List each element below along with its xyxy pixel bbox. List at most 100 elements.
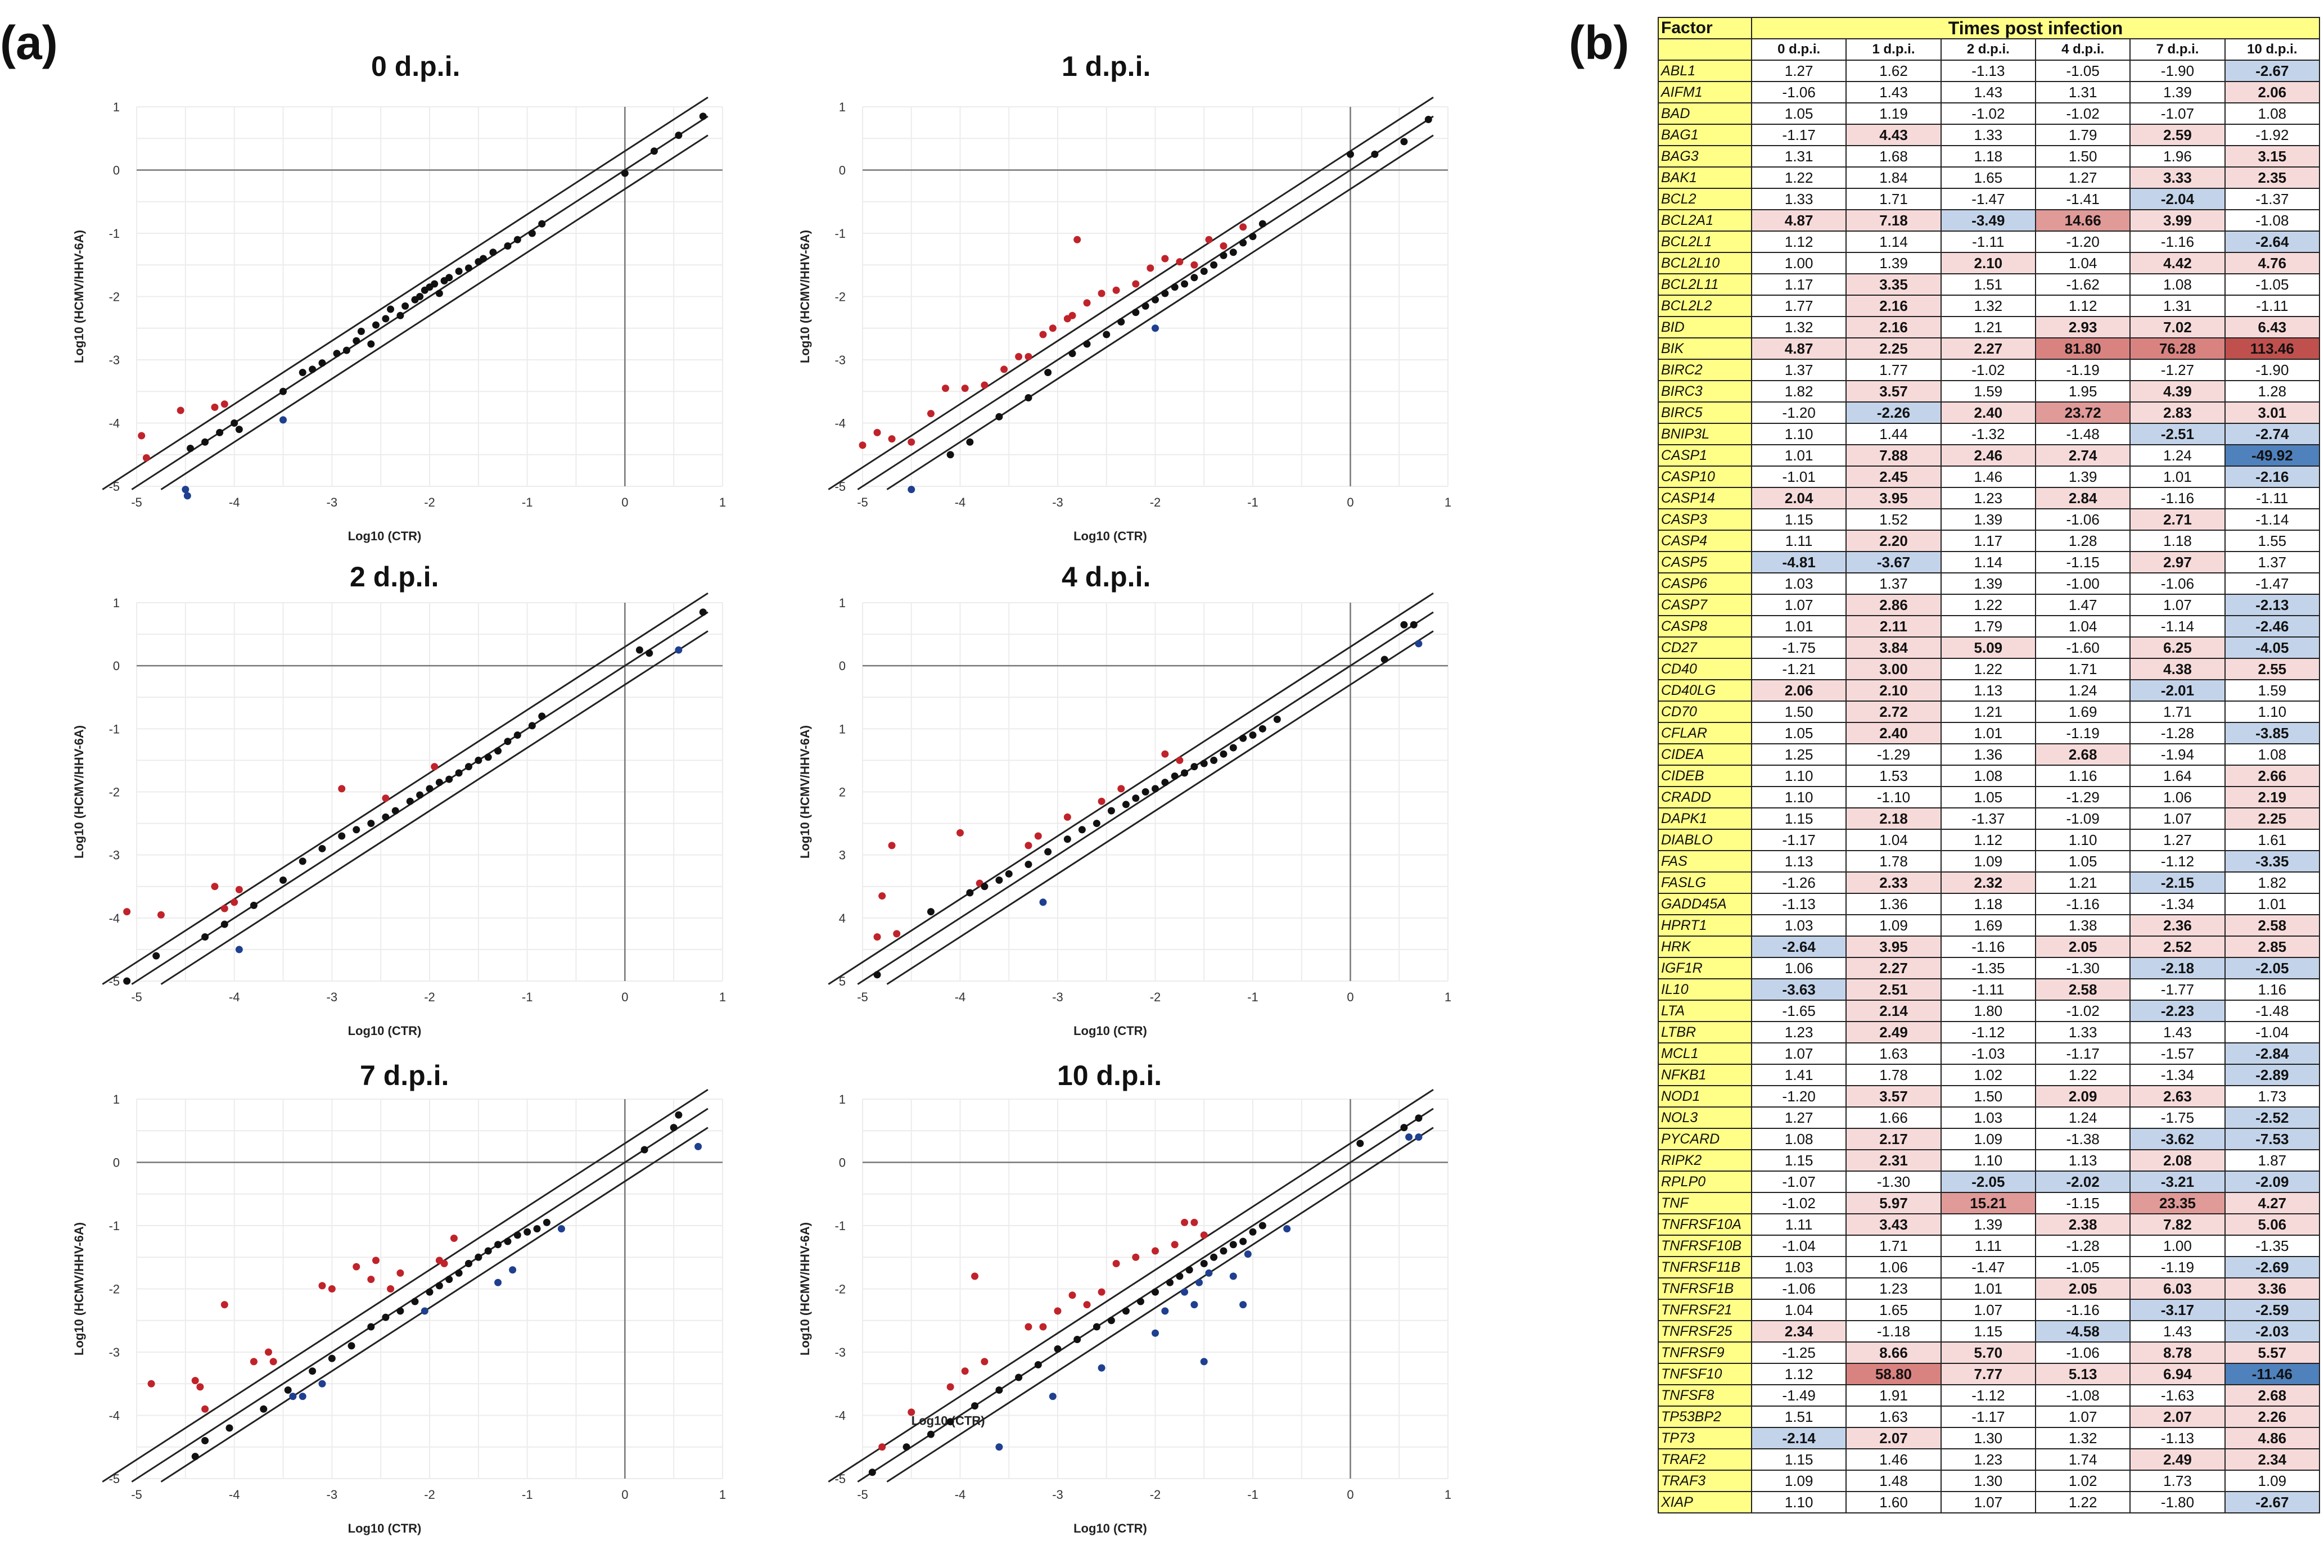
point-unchanged bbox=[318, 844, 326, 852]
point-unchanged bbox=[646, 649, 653, 657]
y-axis-label: Log10 (HCMV/HHV-6A) bbox=[798, 230, 812, 363]
fold-change-cell: 1.51 bbox=[1750, 1406, 1847, 1428]
point-unchanged bbox=[1273, 716, 1281, 724]
point-down bbox=[1415, 1133, 1423, 1141]
factor-name: MCL1 bbox=[1658, 1042, 1752, 1065]
x-tick-label: -4 bbox=[955, 495, 966, 509]
fold-change-cell: 1.43 bbox=[2129, 1320, 2226, 1343]
point-up bbox=[372, 1257, 380, 1264]
point-unchanged bbox=[1239, 239, 1247, 247]
table-row: GADD45A -1.13 1.36 1.18 -1.16 -1.34 1.01 bbox=[1658, 893, 2321, 915]
factor-name: CASP7 bbox=[1658, 594, 1752, 616]
table-row: BAD 1.05 1.19 -1.02 -1.02 -1.07 1.08 bbox=[1658, 102, 2321, 125]
fold-change-cell: 2.17 bbox=[1845, 1128, 1942, 1150]
point-up bbox=[1098, 1288, 1105, 1296]
table-subheader-row: 0 d.p.i. 1 d.p.i. 2 d.p.i. 4 d.p.i. 7 d.p.i.… bbox=[1658, 38, 2321, 61]
fold-change-cell: 2.84 bbox=[2034, 487, 2131, 509]
fold-change-cell: -1.48 bbox=[2034, 423, 2131, 445]
point-down bbox=[279, 416, 287, 424]
fold-change-cell: 2.59 bbox=[2129, 124, 2226, 146]
fold-change-cell: 3.00 bbox=[1845, 658, 1942, 680]
point-down bbox=[995, 1443, 1003, 1451]
table-row: AIFM1 -1.06 1.43 1.43 1.31 1.39 2.06 bbox=[1658, 81, 2321, 103]
fold-change-cell: -1.80 bbox=[2129, 1491, 2226, 1513]
table-row: XIAP 1.10 1.60 1.07 1.22 -1.80 -2.67 bbox=[1658, 1491, 2321, 1513]
fold-change-cell: -1.02 bbox=[1940, 102, 2036, 125]
fold-change-cell: 1.32 bbox=[2034, 1427, 2131, 1449]
point-unchanged bbox=[1185, 1266, 1193, 1274]
fold-change-cell: -1.47 bbox=[2224, 572, 2321, 595]
point-unchanged bbox=[494, 1241, 502, 1249]
fold-change-cell: -2.15 bbox=[2129, 871, 2226, 894]
y-tick-label: -4 bbox=[109, 911, 120, 925]
point-unchanged bbox=[1229, 248, 1237, 256]
identity-line bbox=[131, 1108, 709, 1483]
plot-title: 10 d.p.i. bbox=[1057, 1060, 1162, 1091]
fold-change-cell: 1.08 bbox=[2224, 102, 2321, 125]
point-down bbox=[908, 486, 915, 494]
fold-change-cell: 2.51 bbox=[1845, 978, 1942, 1001]
fold-change-cell: 4.42 bbox=[2129, 252, 2226, 274]
fold-change-cell: 2.08 bbox=[2129, 1149, 2226, 1172]
x-tick-label: -5 bbox=[131, 1488, 142, 1502]
fold-change-cell: 1.09 bbox=[1940, 850, 2036, 873]
point-unchanged bbox=[1410, 621, 1418, 629]
fold-change-cell: 1.05 bbox=[1940, 786, 2036, 808]
y-tick-label: 1 bbox=[113, 596, 120, 610]
point-unchanged bbox=[191, 1453, 199, 1461]
fold-change-cell: -2.16 bbox=[2224, 466, 2321, 488]
point-unchanged bbox=[966, 438, 974, 446]
x-tick-label: -1 bbox=[522, 495, 533, 509]
point-unchanged bbox=[1132, 309, 1140, 317]
x-tick-label: -4 bbox=[229, 495, 240, 509]
x-tick-label: -3 bbox=[327, 495, 338, 509]
fold-change-cell: 2.72 bbox=[1845, 701, 1942, 723]
fold-change-cell: 1.21 bbox=[1940, 316, 2036, 338]
fold-change-cell: -1.04 bbox=[2224, 1021, 2321, 1043]
point-down bbox=[1283, 1225, 1291, 1233]
y-tick-label: -5 bbox=[834, 480, 846, 494]
fold-change-cell: 1.68 bbox=[1845, 145, 1942, 168]
fold-change-cell: -1.75 bbox=[2129, 1106, 2226, 1129]
fold-change-cell: 2.18 bbox=[1845, 807, 1942, 830]
factor-name: BCL2 bbox=[1658, 188, 1752, 210]
point-unchanged bbox=[1210, 261, 1218, 269]
point-unchanged bbox=[279, 876, 287, 884]
point-unchanged bbox=[538, 220, 546, 228]
fold-change-cell: -2.64 bbox=[1750, 936, 1847, 958]
x-tick-label: -2 bbox=[1150, 990, 1161, 1004]
point-unchanged bbox=[1400, 621, 1408, 629]
fold-change-cell: -2.18 bbox=[2129, 957, 2226, 979]
x-tick-label: -5 bbox=[857, 1488, 868, 1502]
x-tick-label: -2 bbox=[424, 990, 435, 1004]
fold-change-cell: -1.19 bbox=[2129, 1256, 2226, 1278]
x-axis-label: Log10 (CTR) bbox=[1073, 1521, 1147, 1535]
fold-change-cell: 1.22 bbox=[1940, 658, 2036, 680]
table-row: TP73 -2.14 2.07 1.30 1.32 -1.13 4.86 bbox=[1658, 1427, 2321, 1449]
factor-name: TRAF3 bbox=[1658, 1470, 1752, 1492]
fold-change-cell: 1.33 bbox=[1750, 188, 1847, 210]
y-tick-label: 4 bbox=[839, 911, 846, 925]
point-up bbox=[1152, 1247, 1159, 1255]
table-row: BCL2 1.33 1.71 -1.47 -1.41 -2.04 -1.37 bbox=[1658, 188, 2321, 210]
factor-name: CRADD bbox=[1658, 786, 1752, 808]
fold-change-cell: 1.01 bbox=[1750, 444, 1847, 467]
y-tick-label: 1 bbox=[839, 1092, 846, 1106]
point-unchanged bbox=[675, 1111, 683, 1119]
identity-line bbox=[857, 611, 1434, 985]
point-unchanged bbox=[201, 933, 209, 941]
point-unchanged bbox=[1356, 1140, 1364, 1147]
table-row: IL10 -3.63 2.51 -1.11 2.58 -1.77 1.16 bbox=[1658, 978, 2321, 1001]
point-unchanged bbox=[873, 971, 881, 979]
fold-change-cell: 1.27 bbox=[2129, 829, 2226, 851]
point-down bbox=[675, 646, 683, 654]
scatter-plot-2: -5 -4 -3 -2 -1 0 1 -5 -4 -3 -2 -1 0 1 2 d.p.i. Log10 (C… bbox=[72, 561, 726, 1038]
panel-a-label: (a) bbox=[0, 16, 58, 69]
fold-change-cell: -1.06 bbox=[2034, 1341, 2131, 1364]
fold-change-cell: 2.25 bbox=[1845, 337, 1942, 360]
fold-change-cell: 1.21 bbox=[1940, 701, 2036, 723]
column-header: 2 d.p.i. bbox=[1940, 38, 2036, 61]
fold-change-cell: -2.23 bbox=[2129, 1000, 2226, 1022]
fold-change-cell: 6.03 bbox=[2129, 1277, 2226, 1300]
point-up bbox=[1083, 1301, 1091, 1309]
